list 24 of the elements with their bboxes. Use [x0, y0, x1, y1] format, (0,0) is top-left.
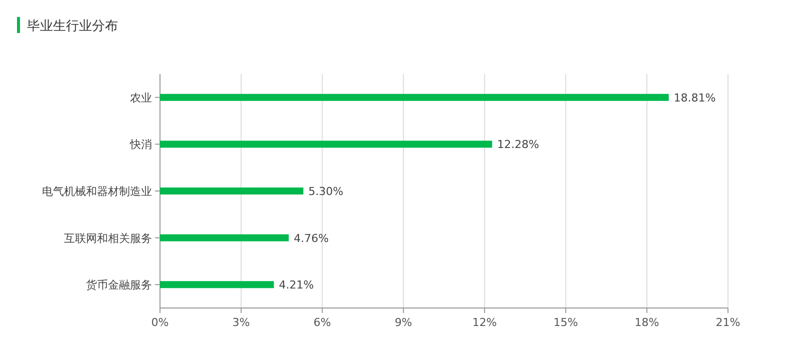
- bar: [160, 234, 289, 242]
- x-tick-label: 18%: [634, 316, 660, 329]
- data-label: 4.21%: [278, 278, 314, 292]
- bar: [160, 140, 492, 148]
- y-tick-label: 互联网和相关服务: [64, 232, 152, 245]
- x-tick-label: 6%: [314, 316, 332, 329]
- y-tick-label: 货币金融服务: [86, 278, 152, 292]
- y-tick-label: 快消: [129, 138, 152, 152]
- x-tick-label: 0%: [151, 316, 169, 329]
- y-tick-label: 农业: [130, 91, 152, 104]
- x-tick-label: 9%: [394, 316, 412, 329]
- data-label: 5.30%: [308, 185, 344, 198]
- chart-title: 毕业生行业分布: [27, 19, 118, 34]
- data-label: 18.81%: [674, 91, 716, 104]
- bar: [160, 188, 304, 194]
- bar: [160, 94, 669, 101]
- y-tick-label: 电气机械和器材制造业: [42, 185, 152, 198]
- data-label: 12.28%: [497, 138, 540, 152]
- x-tick-label: 12%: [472, 316, 497, 329]
- bar: [160, 281, 274, 288]
- x-tick-label: 3%: [232, 316, 250, 329]
- x-tick-label: 21%: [716, 316, 740, 329]
- x-tick-label: 15%: [553, 316, 578, 329]
- data-label: 4.76%: [294, 232, 329, 245]
